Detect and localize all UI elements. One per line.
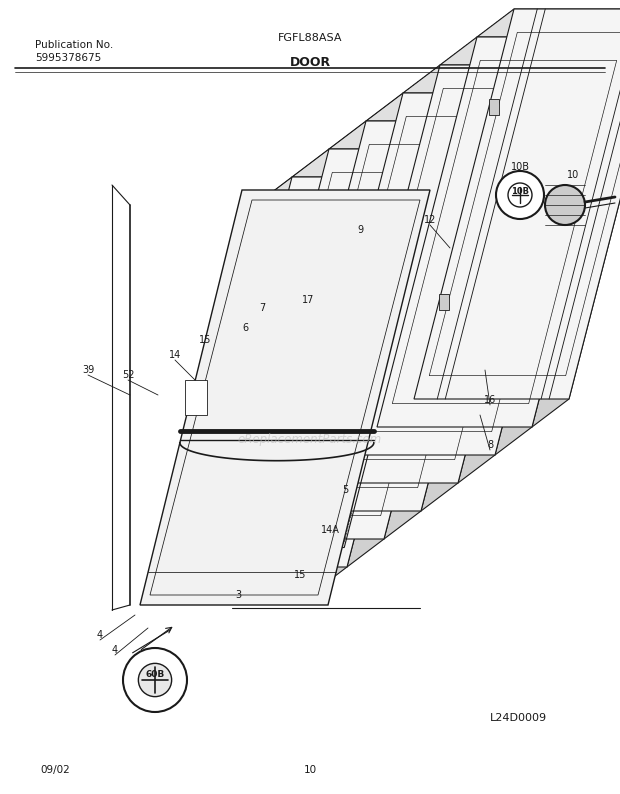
- Text: 12: 12: [424, 215, 436, 225]
- Polygon shape: [495, 37, 620, 455]
- Polygon shape: [340, 65, 595, 455]
- Polygon shape: [403, 65, 595, 93]
- Text: 5995378675: 5995378675: [35, 53, 101, 63]
- Polygon shape: [229, 149, 484, 539]
- Text: L24D0009: L24D0009: [490, 713, 547, 723]
- Polygon shape: [532, 9, 620, 427]
- Text: 14: 14: [169, 350, 181, 360]
- Polygon shape: [140, 190, 430, 605]
- Text: 10: 10: [567, 170, 579, 180]
- Polygon shape: [440, 37, 620, 65]
- Polygon shape: [414, 9, 620, 399]
- Text: 60B: 60B: [145, 670, 165, 679]
- Text: 10B: 10B: [511, 187, 529, 196]
- Text: Publication No.: Publication No.: [35, 40, 113, 50]
- Text: DOOR: DOOR: [290, 56, 330, 68]
- Polygon shape: [458, 65, 595, 483]
- Polygon shape: [347, 149, 484, 567]
- Text: 15: 15: [199, 335, 211, 345]
- Polygon shape: [477, 9, 620, 37]
- Text: 39: 39: [82, 365, 94, 375]
- Polygon shape: [300, 425, 358, 505]
- Polygon shape: [421, 93, 558, 511]
- Text: 5: 5: [342, 485, 348, 495]
- Text: 6: 6: [242, 323, 248, 333]
- Polygon shape: [192, 177, 447, 567]
- Polygon shape: [439, 294, 449, 310]
- Text: 10B: 10B: [510, 162, 529, 172]
- Text: 3: 3: [235, 590, 241, 600]
- Text: 10: 10: [303, 765, 317, 775]
- Text: 17: 17: [302, 295, 314, 305]
- Polygon shape: [489, 98, 499, 114]
- Text: 52: 52: [122, 370, 135, 380]
- Text: 4: 4: [97, 630, 103, 640]
- Text: eReplacementParts.com: eReplacementParts.com: [238, 434, 382, 446]
- Polygon shape: [255, 177, 447, 205]
- Circle shape: [138, 663, 172, 696]
- Polygon shape: [384, 121, 521, 539]
- Polygon shape: [303, 93, 558, 483]
- Circle shape: [123, 648, 187, 712]
- Polygon shape: [310, 177, 447, 595]
- Text: 14A: 14A: [321, 525, 339, 535]
- Polygon shape: [266, 121, 521, 511]
- Polygon shape: [377, 37, 620, 427]
- Text: 7: 7: [259, 303, 265, 313]
- Text: FGFL88ASA: FGFL88ASA: [278, 33, 342, 43]
- Text: 4: 4: [112, 645, 118, 655]
- Polygon shape: [329, 121, 521, 149]
- Text: 16: 16: [484, 395, 496, 405]
- Polygon shape: [155, 205, 410, 595]
- Text: 8: 8: [487, 440, 493, 450]
- Circle shape: [496, 171, 544, 219]
- Text: 15: 15: [294, 570, 306, 580]
- Circle shape: [508, 183, 532, 207]
- Polygon shape: [292, 149, 484, 177]
- Polygon shape: [366, 93, 558, 121]
- Circle shape: [545, 185, 585, 225]
- Polygon shape: [185, 380, 208, 415]
- Text: 09/02: 09/02: [40, 765, 69, 775]
- Text: 9: 9: [357, 225, 363, 235]
